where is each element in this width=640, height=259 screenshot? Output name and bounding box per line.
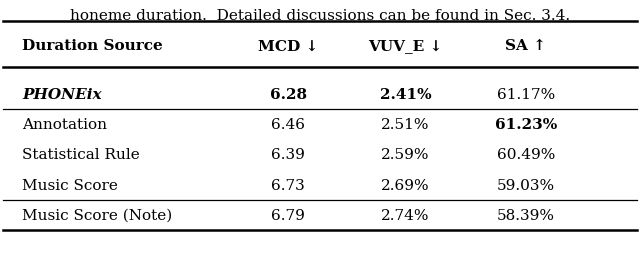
Text: 6.73: 6.73: [271, 179, 305, 193]
Text: 2.69%: 2.69%: [381, 179, 430, 193]
Text: PHONEix: PHONEix: [22, 88, 102, 102]
Text: 2.41%: 2.41%: [380, 88, 431, 102]
Text: 6.39: 6.39: [271, 148, 305, 162]
Text: Annotation: Annotation: [22, 118, 108, 132]
Text: Music Score (Note): Music Score (Note): [22, 209, 173, 223]
Text: 61.17%: 61.17%: [497, 88, 555, 102]
Text: SA ↑: SA ↑: [506, 39, 546, 53]
Text: 6.28: 6.28: [270, 88, 307, 102]
Text: 6.79: 6.79: [271, 209, 305, 223]
Text: 2.59%: 2.59%: [381, 148, 429, 162]
Text: Statistical Rule: Statistical Rule: [22, 148, 140, 162]
Text: VUV_E ↓: VUV_E ↓: [369, 39, 443, 53]
Text: Music Score: Music Score: [22, 179, 118, 193]
Text: 2.74%: 2.74%: [381, 209, 429, 223]
Text: 6.46: 6.46: [271, 118, 305, 132]
Text: MCD ↓: MCD ↓: [258, 39, 319, 53]
Text: 2.51%: 2.51%: [381, 118, 429, 132]
Text: 58.39%: 58.39%: [497, 209, 555, 223]
Text: Duration Source: Duration Source: [22, 39, 163, 53]
Text: honeme duration.  Detailed discussions can be found in Sec. 3.4.: honeme duration. Detailed discussions ca…: [70, 9, 570, 23]
Text: 59.03%: 59.03%: [497, 179, 555, 193]
Text: 60.49%: 60.49%: [497, 148, 555, 162]
Text: 61.23%: 61.23%: [495, 118, 557, 132]
